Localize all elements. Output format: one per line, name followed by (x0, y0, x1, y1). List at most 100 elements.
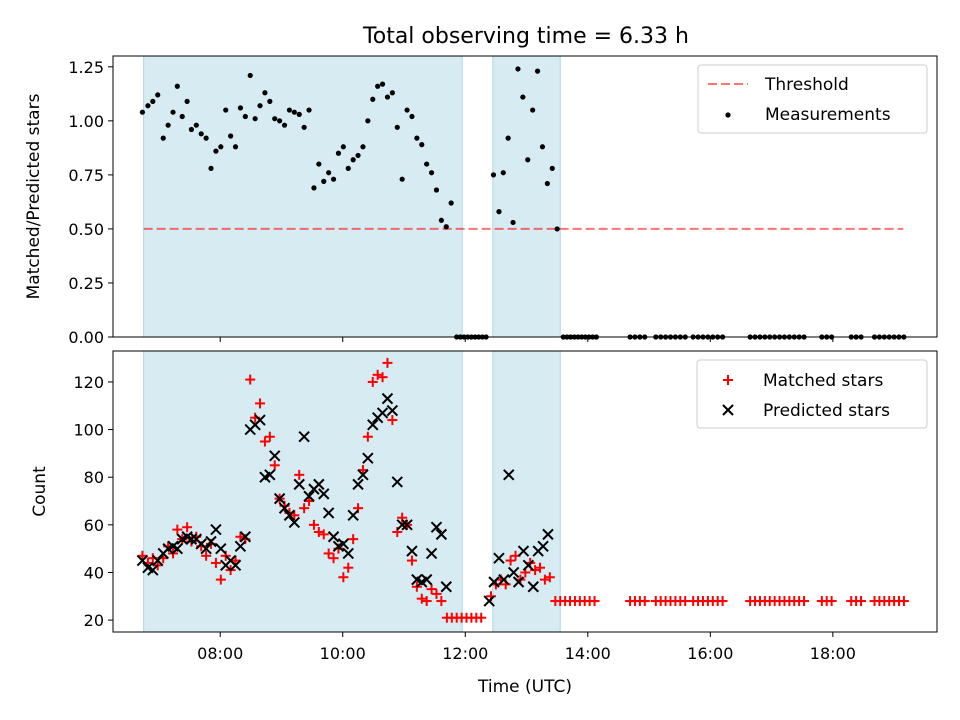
top-y-tick-label: 0.00 (68, 328, 104, 347)
matched-star-point (172, 524, 183, 535)
matched-star-point (245, 374, 256, 385)
predicted-star-point (527, 581, 539, 593)
measurement-point (291, 109, 297, 115)
legend-predicted-label: Predicted stars (763, 401, 890, 421)
predicted-star-point (483, 595, 495, 607)
measurement-point (160, 135, 166, 141)
bottom-y-tick-label: 20 (84, 611, 104, 630)
predicted-star-point (391, 476, 403, 488)
measurement-point (500, 170, 506, 176)
matched-star-point (421, 596, 432, 607)
predicted-star-point (239, 531, 252, 543)
predicted-star-point (318, 488, 330, 500)
matched-star-point (255, 398, 266, 409)
predicted-star-point (367, 419, 379, 431)
top-y-ticks: 0.00 0.25 0.50 0.75 1.00 1.25 (68, 58, 113, 347)
predicted-star-point (234, 540, 247, 552)
measurement-point (530, 107, 536, 113)
measurement-point (510, 219, 516, 226)
matched-star-point (377, 372, 388, 383)
measurement-point (379, 81, 386, 87)
measurement-point (252, 116, 258, 122)
matched-star-point (589, 596, 600, 607)
measurement-point (242, 113, 248, 120)
matched-star-point (299, 503, 310, 514)
predicted-star-point (503, 469, 515, 481)
measurement-point (223, 107, 229, 113)
measurement-point (384, 94, 391, 100)
legend-predicted-swatch (722, 404, 734, 416)
measurement-point (350, 157, 356, 163)
predicted-star-point (357, 469, 369, 481)
measurement-point (433, 187, 440, 193)
measurement-point (389, 90, 395, 96)
x-tick-label: 12:00 (442, 644, 488, 663)
measurement-point (316, 161, 322, 167)
predicted-star-point (396, 519, 408, 531)
predicted-star-point (264, 469, 276, 481)
measurement-point (340, 144, 346, 150)
measurement-point (448, 200, 454, 206)
matched-star-point (230, 555, 241, 566)
bottom-panel-counts: 08:00 10:00 12:00 14:00 16:00 18:00 20 40 60 80 1… (30, 350, 938, 697)
predicted-star-point (401, 519, 413, 531)
predicted-star-point (352, 478, 364, 491)
predicted-star-point (406, 545, 418, 557)
measurement-point (198, 131, 204, 137)
measurement-point (145, 103, 151, 109)
matched-star-point (210, 557, 221, 568)
shaded-interval (492, 55, 561, 338)
measurement-point (267, 98, 273, 104)
measurement-point (399, 176, 405, 182)
top-x-ticks (219, 337, 834, 342)
shaded-interval (143, 350, 463, 633)
predicted-star-point (542, 528, 554, 541)
predicted-star-point (381, 392, 394, 405)
legend-measurements-swatch (725, 112, 731, 118)
measurement-point (301, 124, 307, 130)
x-tick-label: 08:00 (197, 644, 243, 663)
predicted-star-point (229, 559, 242, 572)
legend-box (697, 64, 928, 134)
matched-star-point (264, 431, 275, 442)
measurement-point (539, 144, 546, 150)
measurement-point (419, 142, 425, 148)
measurement-point (525, 157, 531, 163)
measurement-point (150, 98, 156, 104)
legend-matched-swatch (723, 375, 733, 385)
legend-measurements-label: Measurements (765, 105, 891, 125)
measurement-point (188, 126, 195, 133)
bottom-legend: Matched stars Predicted stars (696, 359, 928, 429)
matched-star-point (799, 596, 810, 607)
measurement-point (179, 113, 185, 120)
measurement-point (208, 165, 214, 171)
measurement-point (345, 165, 351, 171)
matched-star-point (308, 519, 319, 530)
top-panel-ratio: 0.00 0.25 0.50 0.75 1.00 1.25 Matched/Predict… (24, 55, 938, 347)
matched-star-point (343, 562, 354, 573)
matched-star-point (323, 548, 334, 559)
measurement-point (286, 107, 293, 113)
matched-star-point (476, 612, 487, 623)
matched-star-point (826, 596, 837, 607)
measurement-point (165, 122, 171, 128)
measurement-point (232, 144, 239, 150)
predicted-star-point (288, 516, 301, 529)
bottom-y-tick-label: 60 (84, 516, 104, 535)
matched-star-point (431, 588, 442, 599)
bottom-y-tick-label: 100 (73, 421, 104, 440)
predicted-star-point (517, 545, 530, 557)
measurement-point (375, 83, 381, 89)
bottom-axes-frame (112, 350, 938, 633)
matched-star-point (348, 534, 359, 545)
predicted-star-point (342, 547, 354, 560)
measurement-point (184, 98, 190, 104)
legend-threshold-label: Threshold (764, 75, 849, 95)
predicted-star-point (313, 478, 325, 491)
measurement-point (272, 116, 278, 122)
measurement-point (330, 176, 337, 182)
shaded-interval (143, 55, 463, 338)
matched-star-point (137, 550, 148, 561)
measurement-point (549, 165, 555, 171)
measurement-point (496, 209, 502, 215)
